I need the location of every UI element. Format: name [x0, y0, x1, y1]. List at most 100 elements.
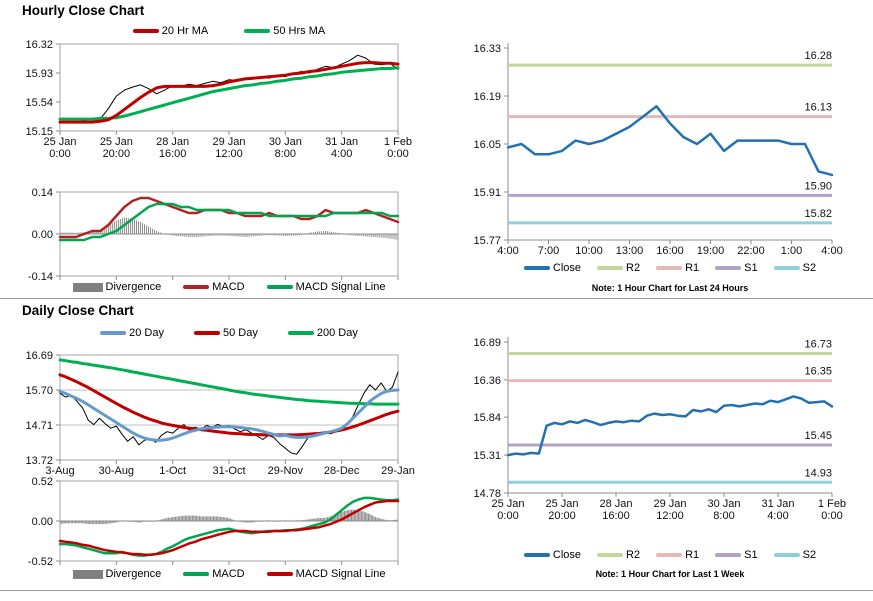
- axis-label: 16:00: [656, 245, 684, 257]
- close-swatch: [523, 553, 550, 557]
- legend-label: MACD Signal Line: [295, 568, 386, 580]
- legend-label: MACD Signal Line: [295, 281, 386, 293]
- axis-label: 1:00: [781, 245, 802, 257]
- axis-label: 4:00: [767, 510, 788, 522]
- axis-label: 20:00: [103, 148, 131, 160]
- axis-label: 8:00: [275, 148, 296, 160]
- s1-swatch: [715, 553, 742, 557]
- axis-label: 30 Jan: [707, 498, 740, 510]
- 50-day-swatch: [194, 331, 220, 335]
- axis-label: 20:00: [548, 510, 576, 522]
- axis-label: 16.13: [804, 102, 832, 114]
- series-50-day: [58, 373, 400, 437]
- r1-swatch: [656, 266, 683, 270]
- axis-label: 4:00: [821, 245, 842, 257]
- legend-item-20-hr-ma: 20 Hr MA: [132, 25, 208, 37]
- legend-label: 20 Day: [129, 327, 164, 339]
- daily-macd-legend: Divergence MACD MACD Signal Line: [60, 568, 398, 580]
- hourly-pivot-legend: Close R2 R1 S1 S2: [508, 262, 832, 274]
- axis-label: 16.89: [473, 337, 501, 349]
- legend-item-50-hrs-ma: 50 Hrs MA: [244, 25, 325, 37]
- s2-swatch: [773, 266, 800, 270]
- s2-swatch: [773, 553, 800, 557]
- axis-label: 0.00: [32, 229, 53, 241]
- macd-swatch: [183, 572, 210, 576]
- macd-swatch: [183, 285, 210, 289]
- legend-label: Divergence: [105, 568, 162, 580]
- axis-label: 15.77: [473, 235, 501, 247]
- axis-label: 15.54: [25, 97, 53, 109]
- legend-item-divergence: Divergence: [72, 281, 161, 293]
- axis-label: -0.14: [28, 271, 53, 283]
- axis-label: 16.28: [804, 50, 832, 62]
- legend-label: 50 Day: [223, 327, 258, 339]
- section-separator: [0, 298, 873, 299]
- legend-label: S2: [802, 262, 817, 274]
- s1-swatch: [715, 266, 742, 270]
- daily-price-chart: 16.69 15.70 14.71 13.723-Aug 30-Aug 1-Oct 31-O…: [25, 350, 414, 477]
- axis-label: 14.71: [25, 420, 53, 432]
- macd-signal-line-swatch: [266, 285, 293, 289]
- axis-label: 0:00: [49, 148, 70, 160]
- axis-label: 14.93: [804, 467, 832, 479]
- legend-label: R1: [685, 262, 700, 274]
- axis-label: 28-Dec: [324, 465, 360, 477]
- legend-item-50-day: 50 Day: [194, 327, 258, 339]
- axis-label: 15.70: [25, 385, 53, 397]
- legend-label: R2: [626, 262, 641, 274]
- legend-label: R1: [685, 549, 700, 561]
- axis-label: 30 Jan: [269, 136, 302, 148]
- series-macd-signal-line: [58, 202, 400, 242]
- legend-label: S1: [744, 549, 758, 561]
- legend-item-r2: R2: [597, 262, 640, 274]
- axis-label: 16.05: [473, 139, 501, 151]
- hourly-macd-legend: Divergence MACD MACD Signal Line: [60, 281, 398, 293]
- legend-item-s2: S2: [773, 549, 816, 561]
- axis-label: 29 Jan: [653, 498, 686, 510]
- legend-item-divergence: Divergence: [72, 568, 162, 580]
- legend-item-macd-signal-line: MACD Signal Line: [266, 281, 386, 293]
- axis-label: 7:00: [538, 245, 559, 257]
- legend-item-macd: MACD: [183, 281, 245, 293]
- axis-label: 16.32: [25, 39, 53, 51]
- axis-label: 29 Jan: [212, 136, 245, 148]
- legend-item-r2: R2: [597, 549, 640, 561]
- axis-label: 12:00: [656, 510, 684, 522]
- hourly-section-title: Hourly Close Chart: [22, 3, 145, 18]
- axis-label: 0.14: [32, 187, 53, 199]
- axis-label: 16.36: [473, 375, 501, 387]
- legend-label: R2: [626, 549, 641, 561]
- legend-label: MACD: [212, 281, 245, 293]
- axis-label: 13:00: [616, 245, 644, 257]
- axis-label: 12:00: [215, 148, 243, 160]
- hourly-price-legend: 20 Hr MA 50 Hrs MA: [60, 25, 398, 37]
- legend-label: S1: [744, 262, 758, 274]
- axis-label: 28 Jan: [599, 498, 632, 510]
- series-20-day: [58, 388, 400, 442]
- divergence-swatch: [72, 282, 103, 292]
- axis-label: 1 Feb: [384, 136, 412, 148]
- series-close: [59, 54, 399, 124]
- legend-label: 50 Hrs MA: [273, 25, 326, 37]
- legend-item-s2: S2: [773, 262, 817, 274]
- axis-label: 16.19: [473, 91, 501, 103]
- legend-label: MACD: [212, 568, 245, 580]
- legend-item-r1: R1: [656, 549, 699, 561]
- axis-label: 15.91: [473, 187, 501, 199]
- series-200-day: [58, 358, 400, 406]
- axis-label: 30-Aug: [99, 465, 134, 477]
- legend-item-20-day: 20 Day: [100, 327, 164, 339]
- daily-macd-chart: 0.52 0.00 -0.52: [28, 476, 400, 568]
- daily-price-legend: 20 Day 50 Day 200 Day: [60, 327, 398, 339]
- legend-label: Close: [552, 549, 582, 561]
- axis-label: 0.52: [32, 476, 53, 488]
- series-macd-signal-line: [58, 499, 400, 557]
- legend-item-r1: R1: [656, 262, 699, 274]
- axis-label: 29-Nov: [268, 465, 304, 477]
- 20-hr-ma-swatch: [132, 29, 159, 33]
- axis-label: 15.84: [473, 412, 501, 424]
- axis-label: -0.52: [28, 556, 53, 568]
